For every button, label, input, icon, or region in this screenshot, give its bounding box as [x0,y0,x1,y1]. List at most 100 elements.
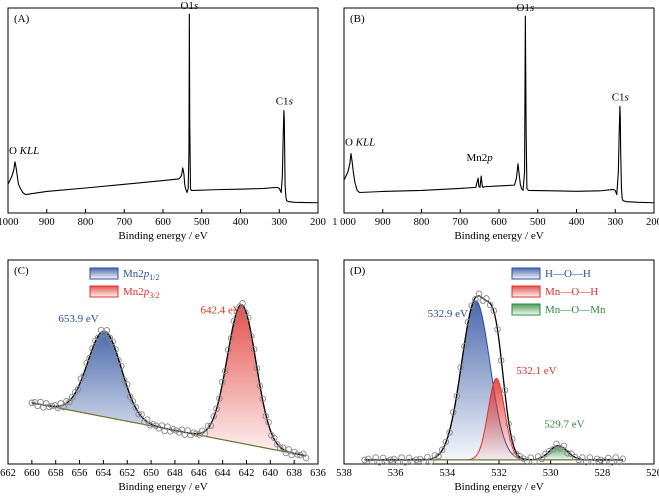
x-tick-label: 400 [569,217,585,228]
x-tick-label: 1000 [0,217,19,228]
x-tick-label: 500 [194,217,210,228]
plot-frame [7,7,319,214]
data-point [94,334,102,341]
data-point [109,338,116,346]
data-point [527,454,534,461]
data-point [190,429,197,436]
x-tick-label: 530 [543,468,559,479]
data-point [48,402,56,410]
data-point [424,453,431,461]
data-point [497,357,505,364]
data-point [250,346,258,353]
panel-D: 538 536 534 532 530 528 526 Binding energy / eV… [336,259,659,493]
x-tick-label: 532 [491,468,507,479]
legend-label: Mn—O—Mn [545,304,606,316]
plot-frame [343,7,655,214]
component-fill [31,304,307,456]
data-point [247,332,255,340]
data-point [74,386,82,393]
data-point [509,435,516,443]
data-point [394,458,402,465]
x-tick-label: 500 [530,217,546,228]
data-point [262,412,269,420]
x-axis-label: Binding energy / eV [118,230,207,242]
data-point [383,457,391,465]
x-tick-label: 528 [594,468,610,479]
x-tick-label: 656 [72,468,88,479]
data-point [560,442,568,449]
data-point [582,458,590,466]
data-point [239,300,246,307]
data-point [449,409,457,416]
data-point [89,345,96,352]
data-point [579,454,586,461]
data-point [379,454,387,462]
peak-energy-label: 529.7 eV [544,418,584,430]
data-point [80,372,88,380]
x-axis-label: Binding energy / eV [454,230,543,242]
data-point [442,438,450,446]
x-tick-label: 644 [215,468,232,479]
data-point [564,450,571,457]
data-point [372,454,379,461]
x-tick-label: 536 [388,468,404,479]
x-tick-label: 700 [116,217,132,228]
data-point [368,458,376,466]
data-point [586,454,594,461]
x-tick-label: 662 [0,468,16,479]
data-point [245,314,252,321]
data-point [120,376,128,384]
data-point [427,457,435,465]
x-tick-label: 534 [439,468,456,479]
x-tick-label: 646 [191,468,207,479]
data-point [123,381,131,388]
peak-label: Mn2p [466,152,493,164]
data-point [461,343,468,350]
x-tick-label: 800 [414,217,430,228]
data-point [531,458,538,466]
panel-label: (A) [14,13,30,25]
data-point [285,446,293,453]
data-point [256,382,264,390]
spectrum-line [343,15,655,204]
peak-label: C1s [276,96,293,108]
x-tick-label: 636 [310,468,326,479]
data-point [144,416,151,423]
data-point [387,456,394,464]
data-point [204,422,212,430]
data-point [608,459,616,466]
data-point [276,444,284,451]
data-point [227,335,235,342]
x-tick-label: 800 [78,217,94,228]
x-tick-label: 638 [286,468,302,479]
x-axis-label: Binding energy / eV [118,481,207,493]
x-axis-label: Binding energy / eV [454,481,543,493]
data-point [242,309,249,316]
data-point [457,364,464,371]
data-point [271,434,278,442]
data-point [494,326,501,333]
x-tick-label: 700 [452,217,468,228]
data-point [475,290,483,298]
data-point [468,302,475,309]
x-tick-label: 652 [119,468,135,479]
data-point [538,455,546,463]
peak-label: C1s [612,91,629,103]
data-point [170,426,177,433]
peak-energy-label: 642.4 eV [201,305,241,317]
data-point [398,454,405,461]
x-tick-label: 538 [336,468,352,479]
data-point [103,327,111,334]
peak-energy-label: 653.9 eV [58,313,98,325]
panel-B: 1 000 900 800 700 600 500 400 300 200 Binding ene… [332,2,659,242]
x-tick-label: 200 [646,217,659,228]
legend-swatch [511,285,541,298]
data-point [472,295,479,303]
data-point [210,413,217,420]
data-point [405,454,413,462]
peak-energy-label: 532.9 eV [428,308,468,320]
data-point [164,423,171,430]
legend-label: Mn—O—H [545,286,598,298]
data-point [616,458,623,466]
